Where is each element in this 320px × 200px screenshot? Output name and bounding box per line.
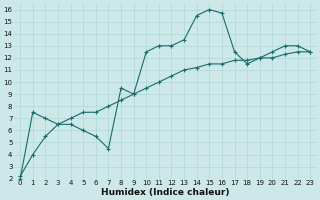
X-axis label: Humidex (Indice chaleur): Humidex (Indice chaleur) [101,188,229,197]
